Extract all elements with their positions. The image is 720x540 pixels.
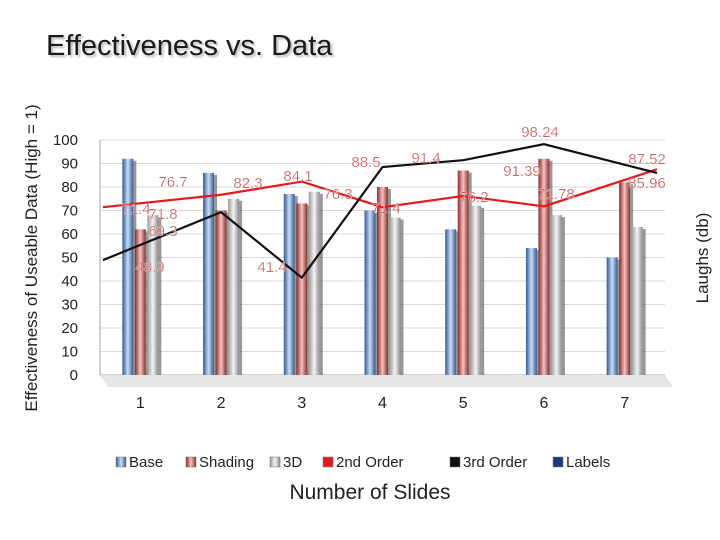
line-3rd-order — [102, 143, 658, 280]
legend-swatch — [115, 456, 127, 468]
legend-swatch — [185, 456, 197, 468]
legend-swatch — [322, 456, 334, 468]
bar-shadow — [158, 217, 162, 375]
x-tick-label: 2 — [217, 395, 226, 412]
bar-shading — [619, 182, 631, 375]
bar-shadow — [400, 219, 404, 375]
legend-label: Shading — [199, 454, 254, 471]
bar-shadow — [319, 193, 323, 375]
data-label: 85.96 — [628, 175, 666, 192]
chart-floor — [100, 375, 673, 387]
bar-3d — [550, 215, 562, 375]
bar-shading — [538, 158, 550, 375]
y-tick-label: 50 — [61, 250, 78, 267]
bar-shading — [457, 170, 469, 375]
data-label: 71.78 — [537, 186, 575, 203]
x-tick-label: 4 — [378, 395, 387, 412]
data-label: 91.4 — [411, 150, 440, 167]
legend-swatch — [552, 456, 564, 468]
data-label: 87.52 — [628, 151, 666, 168]
bar-base — [445, 229, 457, 375]
bar-3d — [470, 205, 482, 375]
bar-3d — [147, 215, 159, 375]
bar-shadow — [239, 200, 243, 375]
data-label: 82.3 — [233, 175, 262, 192]
data-label: 98.24 — [521, 124, 559, 141]
bar-shading — [215, 210, 227, 375]
bar-shadow — [642, 228, 646, 375]
data-label: 76.2 — [459, 189, 488, 206]
y-tick-label: 80 — [61, 179, 78, 196]
bar-3d — [308, 191, 320, 375]
y-tick-label: 30 — [61, 297, 78, 314]
bar-shadow — [561, 217, 565, 375]
y-tick-label: 40 — [61, 273, 78, 290]
x-tick-label: 5 — [459, 395, 468, 412]
data-label: 76.7 — [158, 174, 187, 191]
y-tick-label: 70 — [61, 203, 78, 220]
data-label: 48.9 — [135, 259, 164, 276]
x-axis-label: Number of Slides — [289, 481, 451, 504]
legend-label: Labels — [566, 454, 610, 471]
chart-title: Effectiveness vs. Data — [46, 30, 333, 62]
bar-base — [122, 158, 134, 375]
y-tick-label: 90 — [61, 156, 78, 173]
data-label: 71.8 — [148, 206, 177, 223]
legend-swatch — [449, 456, 461, 468]
legend-label: 3D — [283, 454, 302, 471]
bar-3d — [389, 217, 401, 375]
legend-label: 2nd Order — [336, 454, 404, 471]
data-label: 84.1 — [283, 168, 312, 185]
y-tick-label: 100 — [53, 132, 78, 149]
data-label: 91.39 — [503, 163, 541, 180]
bar-3d — [631, 226, 643, 375]
data-label: 76.3 — [323, 186, 352, 203]
bar-shading — [134, 229, 146, 375]
bar-base — [606, 257, 618, 375]
y-tick-label: 10 — [61, 344, 78, 361]
bar-shading — [377, 187, 388, 375]
line-2nd-order — [102, 168, 658, 209]
data-label: 71.4 — [121, 201, 150, 218]
data-label: 88.5 — [351, 154, 380, 171]
y-tick-label: 60 — [61, 226, 78, 243]
x-tick-label: 3 — [297, 395, 306, 412]
y-tick-label: 0 — [70, 367, 78, 384]
bar-base — [525, 248, 537, 375]
data-label: 69.3 — [148, 223, 177, 240]
legend-label: 3rd Order — [463, 454, 527, 471]
bar-base — [283, 194, 295, 375]
data-label: 41.4 — [257, 259, 286, 276]
y-tick-label: 20 — [61, 320, 78, 337]
x-tick-label: 6 — [539, 395, 548, 412]
bar-base — [364, 210, 376, 375]
bar-shadow — [481, 207, 485, 375]
bar-base — [203, 172, 215, 375]
data-label: 71.4 — [371, 200, 400, 217]
x-tick-label: 1 — [136, 395, 145, 412]
bar-3d — [228, 198, 240, 375]
x-tick-label: 7 — [620, 395, 629, 412]
bar-shading — [296, 203, 308, 375]
legend-label: Base — [129, 454, 163, 471]
legend-swatch — [269, 456, 281, 468]
